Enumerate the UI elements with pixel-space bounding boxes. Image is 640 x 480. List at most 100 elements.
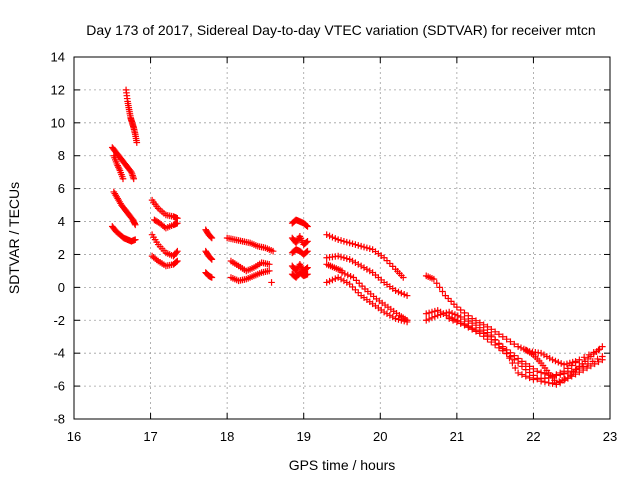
data-point [433, 279, 441, 287]
series-arc-a2 [110, 188, 139, 229]
data-point [389, 263, 397, 270]
data-point [488, 326, 495, 333]
data-point [445, 308, 453, 316]
series-arc-f5 [323, 261, 346, 275]
data-point [555, 378, 563, 385]
series-arc-d1 [223, 234, 277, 255]
data-point [468, 319, 476, 327]
data-point [568, 372, 576, 380]
data-point [580, 353, 588, 361]
data-point [304, 237, 311, 245]
data-point [557, 360, 565, 367]
x-tick-label: 19 [296, 429, 310, 444]
plot-frame [73, 56, 611, 420]
data-point [347, 272, 354, 280]
data-point [560, 367, 568, 375]
data-point [549, 356, 556, 364]
data-point [338, 267, 346, 275]
data-point [457, 313, 464, 321]
series-arc-e5 [288, 269, 311, 281]
data-point [530, 372, 537, 379]
data-point [488, 331, 495, 339]
x-tick-label: 18 [220, 429, 234, 444]
data-point [447, 298, 455, 305]
y-tick-label: 10 [51, 115, 65, 130]
data-point [363, 244, 371, 252]
data-point [541, 378, 549, 386]
data-point [511, 364, 519, 372]
data-point [303, 265, 310, 272]
y-tick-label: 2 [58, 247, 65, 262]
data-point [453, 318, 461, 326]
x-tick-label: 17 [143, 429, 157, 444]
data-point [346, 280, 353, 288]
data-point [428, 308, 436, 316]
data-point [380, 254, 388, 262]
data-point [349, 283, 356, 291]
series-arc-g3 [422, 308, 602, 383]
data-point [343, 238, 351, 246]
data-point [561, 375, 569, 383]
data-point [430, 275, 438, 283]
chart-title: Day 173 of 2017, Sidereal Day-to-day VTE… [86, 22, 595, 38]
data-point [545, 379, 553, 387]
series-arc-a1 [108, 144, 138, 183]
data-point [517, 344, 525, 352]
y-tick-label: 6 [58, 181, 65, 196]
y-tick-label: -6 [53, 379, 65, 394]
data-point [484, 335, 491, 343]
data-point [399, 274, 407, 281]
data-point [392, 287, 399, 294]
data-point [323, 279, 330, 286]
data-point [503, 350, 510, 357]
x-axis-label: GPS time / hours [289, 457, 396, 473]
data-point [491, 328, 499, 336]
series-arc-c1 [202, 226, 216, 242]
data-point [472, 328, 480, 335]
data-point [570, 368, 577, 376]
data-point [522, 366, 530, 373]
data-point [480, 326, 487, 334]
x-tick-label: 20 [373, 429, 387, 444]
data-point [303, 222, 310, 229]
data-point [564, 365, 572, 372]
data-point [445, 315, 453, 322]
y-axis: -8 -6 -4 -2 0 2 4 6 8 10 12 14 [51, 50, 610, 427]
data-point [442, 292, 449, 299]
data-point [522, 372, 530, 380]
data-point [533, 374, 541, 382]
data-point [349, 240, 356, 248]
data-point [495, 330, 503, 338]
data-point [174, 247, 181, 255]
series-arc-d3 [227, 267, 273, 285]
data-point [451, 311, 459, 318]
data-point [329, 276, 336, 284]
data-point [448, 309, 456, 317]
data-point [556, 369, 564, 377]
data-point [131, 221, 139, 229]
data-point [510, 356, 518, 364]
data-point [383, 257, 391, 264]
data-point [425, 309, 433, 317]
y-tick-label: 0 [58, 280, 65, 295]
data-point [208, 274, 216, 281]
series-arc-a4 [122, 86, 141, 146]
data-point [434, 312, 442, 319]
data-point [457, 306, 464, 314]
data-point [352, 286, 359, 294]
data-point [558, 377, 566, 384]
data-point [353, 277, 360, 284]
data-point [355, 279, 363, 287]
data-point [357, 242, 365, 250]
data-point [354, 242, 362, 249]
data-point [443, 309, 450, 317]
data-point [457, 320, 464, 327]
data-point [341, 270, 349, 278]
data-point [131, 236, 139, 243]
data-point [537, 369, 545, 376]
series-arc-b4 [151, 216, 181, 232]
data-point [476, 324, 484, 331]
data-point [568, 362, 576, 369]
data-point [303, 238, 310, 246]
